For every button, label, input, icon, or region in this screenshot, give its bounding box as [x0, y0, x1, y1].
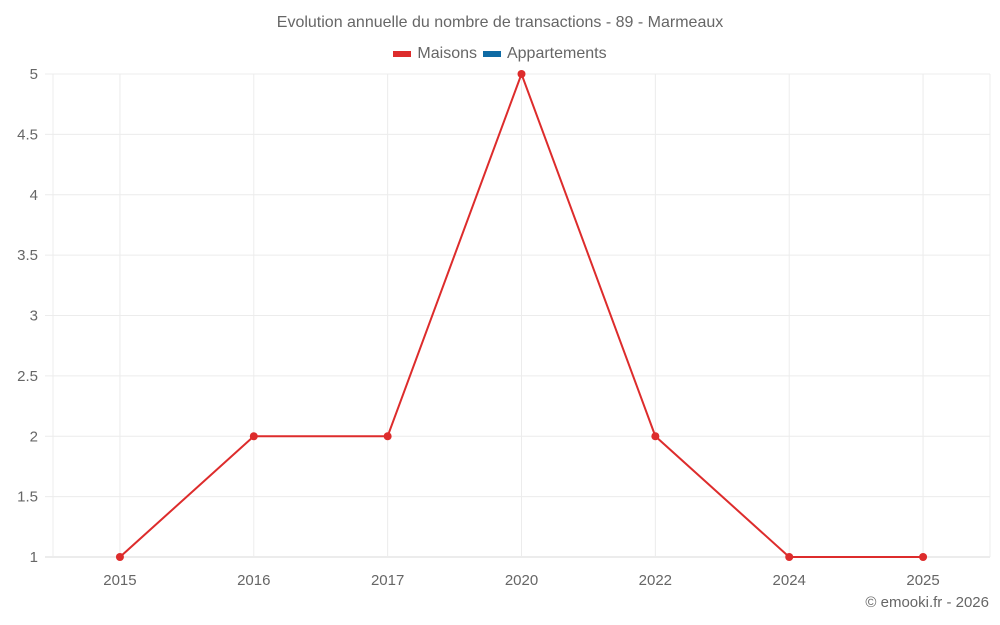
x-tick-label: 2024 [773, 572, 806, 589]
legend-label-appartements: Appartements [506, 45, 607, 62]
chart-title: Evolution annuelle du nombre de transact… [276, 14, 724, 31]
data-point[interactable] [115, 553, 124, 561]
y-tick-label: 3 [30, 308, 38, 325]
y-tick-label: 2 [30, 428, 38, 445]
data-point[interactable] [249, 432, 258, 441]
x-tick-label: 2025 [906, 572, 939, 589]
data-point[interactable] [919, 553, 928, 561]
legend-label-maisons: Maisons [417, 45, 477, 62]
y-tick-label: 1 [30, 549, 38, 566]
data-point[interactable] [785, 553, 794, 561]
legend-swatch-maisons [393, 51, 412, 57]
x-tick-label: 2017 [371, 572, 404, 589]
x-tick-label: 2016 [237, 572, 270, 589]
chart-legend: Maisons Appartements [0, 45, 1000, 63]
credit-text: © emooki.fr - 2026 [865, 594, 989, 611]
y-tick-label: 2.5 [17, 368, 38, 385]
data-point[interactable] [517, 70, 526, 78]
x-tick-label: 2022 [639, 572, 672, 589]
legend-swatch-appartements [482, 51, 501, 57]
y-tick-label: 4 [30, 187, 38, 204]
data-point[interactable] [651, 432, 660, 441]
legend-item-maisons[interactable]: Maisons [393, 45, 477, 63]
x-tick-label: 2020 [505, 572, 538, 589]
data-point[interactable] [383, 432, 392, 441]
y-tick-label: 1.5 [17, 489, 38, 506]
x-tick-label: 2015 [103, 572, 136, 589]
y-tick-label: 4.5 [17, 126, 38, 143]
y-tick-label: 5 [30, 66, 38, 83]
legend-item-appartements[interactable]: Appartements [482, 45, 607, 63]
y-tick-label: 3.5 [17, 247, 38, 264]
